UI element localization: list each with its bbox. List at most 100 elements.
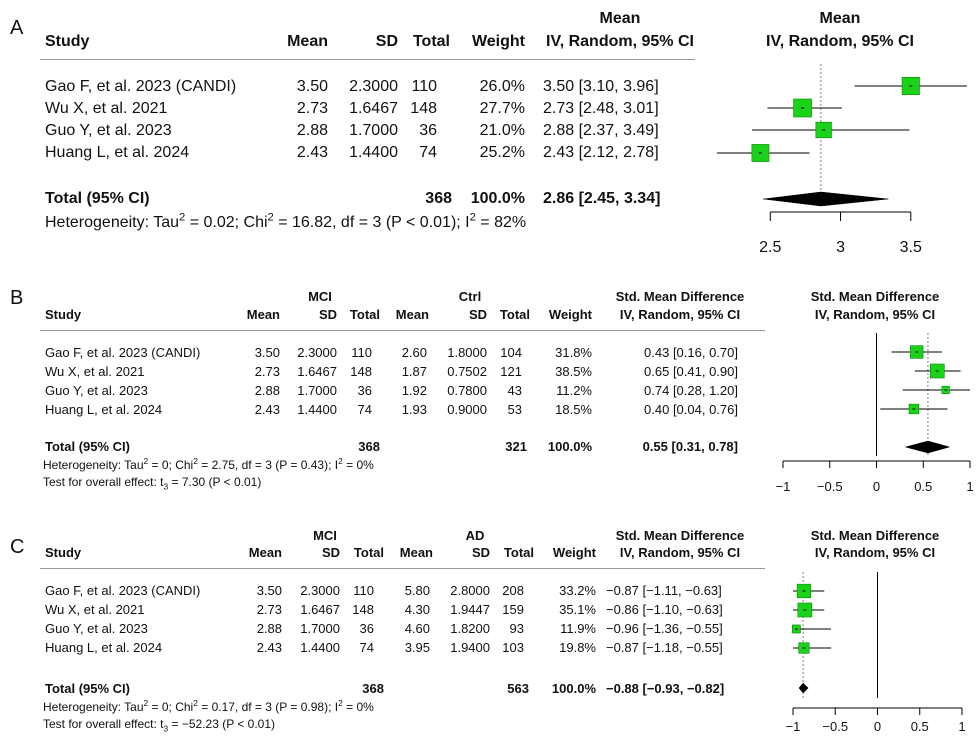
c-header-separator — [40, 568, 765, 569]
c-x-tick-label: −1 — [786, 719, 801, 734]
c-header-sd1: SD — [321, 545, 340, 560]
c-study-name: Wu X, et al. 2021 — [45, 602, 145, 617]
b-header-weight: Weight — [548, 307, 592, 322]
b-study-total2: 53 — [507, 402, 522, 417]
b-study-sd2: 0.7502 — [447, 364, 487, 379]
b-study-weight: 11.2% — [556, 383, 592, 398]
b-study-total1: 74 — [357, 402, 372, 417]
b-study-ci: 0.65 [0.41, 0.90] — [644, 364, 738, 379]
c-study-sd1: 1.4400 — [300, 640, 340, 655]
c-study-weight: 19.8% — [559, 640, 596, 655]
b-study-mean1: 2.73 — [254, 364, 280, 379]
c-study-total2: 159 — [502, 602, 524, 617]
c-study-mean1: 3.50 — [256, 583, 282, 598]
panel-label-c: C — [10, 536, 25, 558]
c-total-label: Total (95% CI) — [45, 681, 130, 696]
a-study-ci: 3.50 [3.10, 3.96] — [543, 78, 659, 95]
b-heterogeneity: Heterogeneity: Tau2 = 0; Chi2 = 2.75, df… — [43, 456, 374, 472]
b-study-name: Guo Y, et al. 2023 — [45, 383, 148, 398]
a-x-tick-label: 2.5 — [759, 239, 781, 256]
c-study-total1: 74 — [359, 640, 374, 655]
c-header-mean1: Mean — [248, 545, 282, 560]
b-header-study: Study — [45, 307, 82, 322]
b-study-weight: 31.8% — [555, 345, 592, 360]
b-study-weight: 18.5% — [555, 402, 592, 417]
c-study-name: Gao F, et al. 2023 (CANDI) — [45, 583, 201, 598]
c-study-sd1: 1.7000 — [300, 621, 340, 636]
c-header-mean2: Mean — [399, 545, 433, 560]
c-overall-effect: Test for overall effect: t3 = −52.23 (P … — [43, 717, 276, 734]
c-study-ci: −0.87 [−1.18, −0.55] — [606, 640, 723, 655]
a-study-name: Gao F, et al. 2023 (CANDI) — [45, 78, 237, 95]
c-x-tick-label: 0 — [874, 719, 881, 734]
c-study-sd2: 1.9400 — [450, 640, 490, 655]
a-header-study: Study — [45, 33, 90, 50]
c-study-name: Guo Y, et al. 2023 — [45, 621, 148, 636]
a-total-ci: 2.86 [2.45, 3.34] — [543, 190, 661, 207]
c-study-total1: 148 — [352, 602, 374, 617]
b-study-total1: 148 — [350, 364, 372, 379]
a-study-name: Guo Y, et al. 2023 — [45, 122, 172, 139]
c-study-sd2: 1.8200 — [450, 621, 490, 636]
b-study-total1: 110 — [351, 345, 372, 360]
b-total-label: Total (95% CI) — [45, 439, 130, 454]
b-study-mean2: 1.93 — [401, 402, 427, 417]
b-study-ci: 0.74 [0.28, 1.20] — [644, 383, 738, 398]
b-study-sd1: 1.4400 — [297, 402, 337, 417]
b-x-tick-label: 0 — [873, 479, 880, 494]
b-header-effect-bottom: IV, Random, 95% CI — [619, 307, 741, 322]
a-header-mean: Mean — [287, 33, 328, 50]
c-study-mean2: 3.95 — [404, 640, 430, 655]
c-study-mean2: 5.80 — [404, 583, 430, 598]
b-study-sd2: 1.8000 — [447, 345, 487, 360]
b-forest-plot: −1 −0.5 0 0.5 1 — [776, 333, 974, 494]
c-header-plot-bottom: IV, Random, 95% CI — [814, 545, 936, 560]
b-study-sd1: 1.6467 — [297, 364, 337, 379]
c-study-mean1: 2.43 — [256, 640, 282, 655]
c-header-effect-top: Std. Mean Difference — [615, 528, 745, 543]
c-pooled-diamond — [798, 682, 809, 694]
b-x-tick-label: −0.5 — [817, 479, 843, 494]
b-overall-effect: Test for overall effect: t3 = 7.30 (P < … — [43, 475, 262, 492]
a-header-effect-bottom: IV, Random, 95% CI — [546, 33, 694, 50]
b-header-mean2: Mean — [395, 307, 429, 322]
c-heterogeneity: Heterogeneity: Tau2 = 0; Chi2 = 0.17, df… — [43, 698, 374, 714]
b-x-tick-label: 1 — [966, 479, 973, 494]
a-total-n: 368 — [425, 190, 452, 207]
b-total-n2: 321 — [505, 439, 527, 454]
b-header-total2: Total — [499, 307, 530, 322]
a-study-sd: 1.7000 — [349, 122, 398, 139]
a-study-name: Huang L, et al. 2024 — [45, 144, 190, 161]
a-forest-plot: 2.5 3 3.5 — [716, 64, 967, 256]
b-header-sd1: SD — [318, 307, 337, 322]
b-x-tick-label: −1 — [776, 479, 791, 494]
b-study-mean1: 2.88 — [254, 383, 280, 398]
b-study-name: Huang L, et al. 2024 — [45, 402, 163, 417]
a-study-mean: 2.43 — [296, 144, 328, 161]
b-header-total1: Total — [349, 307, 380, 322]
b-study-name: Wu X, et al. 2021 — [45, 364, 145, 379]
a-study-sd: 1.4400 — [349, 144, 398, 161]
a-study-weight: 26.0% — [479, 78, 525, 95]
c-header-total2: Total — [503, 545, 534, 560]
b-header-effect-top: Std. Mean Difference — [615, 289, 745, 304]
c-study-name: Huang L, et al. 2024 — [45, 640, 163, 655]
b-x-tick-label: 0.5 — [914, 479, 932, 494]
c-study-mean1: 2.73 — [256, 602, 282, 617]
a-x-tick-label: 3.5 — [900, 239, 922, 256]
c-study-total2: 208 — [502, 583, 524, 598]
b-study-total1: 36 — [357, 383, 372, 398]
c-total-weight: 100.0% — [551, 681, 596, 696]
c-study-sd2: 1.9447 — [450, 602, 490, 617]
a-header-plot-top: Mean — [819, 10, 861, 27]
b-study-ci: 0.40 [0.04, 0.76] — [644, 402, 738, 417]
b-study-ci: 0.43 [0.16, 0.70] — [644, 345, 738, 360]
c-header-weight: Weight — [552, 545, 596, 560]
a-study-total: 148 — [410, 100, 437, 117]
a-study-ci: 2.73 [2.48, 3.01] — [543, 100, 659, 117]
b-study-mean2: 1.92 — [401, 383, 427, 398]
a-header-sd: SD — [375, 33, 398, 50]
c-study-total2: 93 — [509, 621, 524, 636]
c-header-total1: Total — [353, 545, 384, 560]
